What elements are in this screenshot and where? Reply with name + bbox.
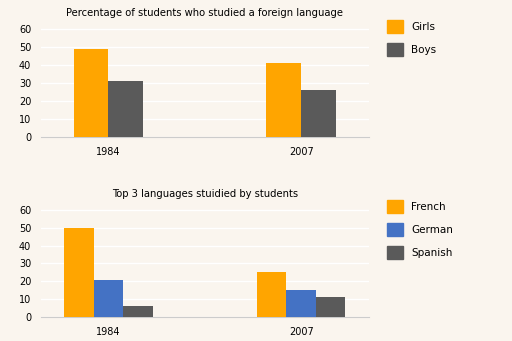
Bar xyxy=(266,63,301,137)
Bar xyxy=(301,90,336,137)
Title: Top 3 languages stuidied by students: Top 3 languages stuidied by students xyxy=(112,189,298,198)
Bar xyxy=(123,307,153,317)
Bar xyxy=(286,290,316,317)
Legend: French, German, Spanish: French, German, Spanish xyxy=(387,200,453,259)
Legend: Girls, Boys: Girls, Boys xyxy=(387,20,436,56)
Bar xyxy=(257,272,286,317)
Bar xyxy=(94,280,123,317)
Bar xyxy=(316,297,346,317)
Bar xyxy=(64,228,94,317)
Title: Percentage of students who studied a foreign language: Percentage of students who studied a for… xyxy=(66,8,344,18)
Bar xyxy=(74,49,109,137)
Bar xyxy=(109,81,143,137)
